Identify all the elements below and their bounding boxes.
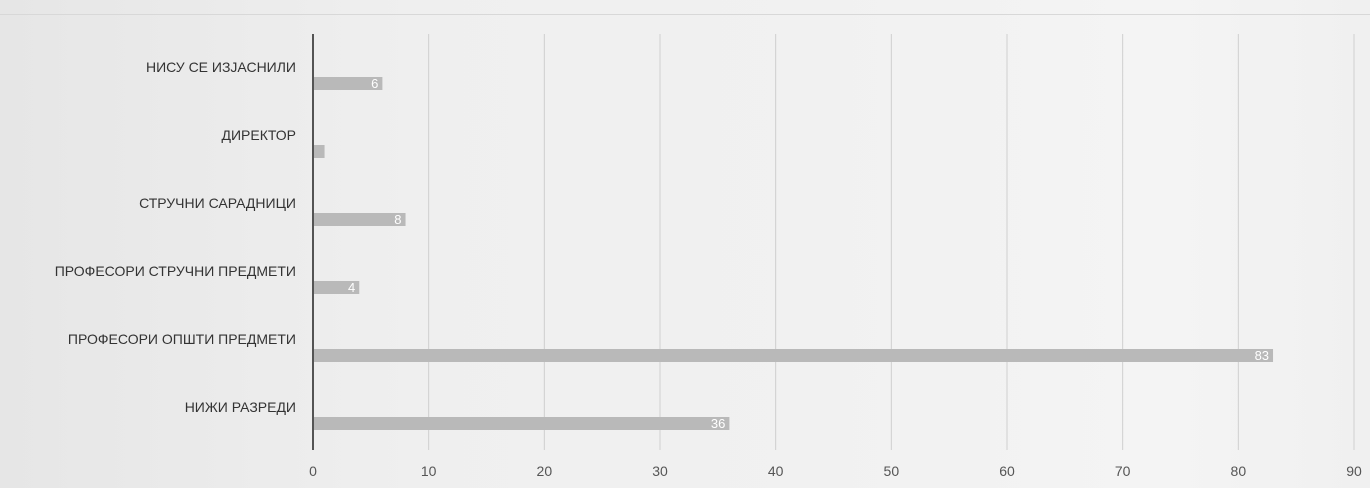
bars — [314, 77, 1274, 430]
bar-1 — [314, 77, 383, 90]
category-label: НИСУ СЕ ИЗЈАСНИЛИ — [146, 59, 296, 75]
data-label: 36 — [711, 416, 725, 431]
x-tick-label-20: 20 — [537, 463, 553, 479]
category-label: СТРУЧНИ САРАДНИЦИ — [139, 195, 296, 211]
x-tick-label-80: 80 — [1231, 463, 1247, 479]
data-label: 8 — [394, 212, 401, 227]
x-tick-label-50: 50 — [884, 463, 900, 479]
category-label: НИЖИ РАЗРЕДИ — [185, 399, 296, 415]
top-divider — [0, 14, 1370, 15]
x-tick-label-40: 40 — [768, 463, 784, 479]
bar-3 — [314, 213, 406, 226]
labels: 0 10 20 30 40 50 60 70 80 90 НИСУ СЕ ИЗЈАСНИЛИ 6 ДИР… — [55, 59, 1362, 479]
x-tick-label-30: 30 — [652, 463, 668, 479]
data-label: 6 — [371, 76, 378, 91]
bar-5 — [314, 349, 1274, 362]
category-label: ДИРЕКТОР — [221, 127, 296, 143]
gridlines — [428, 34, 1355, 450]
data-label: 83 — [1255, 348, 1269, 363]
bar-6 — [314, 417, 730, 430]
category-label: ПРОФЕСОРИ ОПШТИ ПРЕДМЕТИ — [68, 331, 296, 347]
data-label: 4 — [348, 280, 355, 295]
x-tick-label-60: 60 — [999, 463, 1015, 479]
x-tick-label-90: 90 — [1346, 463, 1362, 479]
x-tick-label-0: 0 — [309, 463, 317, 479]
bar-2 — [314, 145, 325, 158]
bar-4 — [314, 281, 360, 294]
x-tick-label-70: 70 — [1115, 463, 1131, 479]
category-label: ПРОФЕСОРИ СТРУЧНИ ПРЕДМЕТИ — [55, 263, 296, 279]
x-tick-label-10: 10 — [421, 463, 437, 479]
